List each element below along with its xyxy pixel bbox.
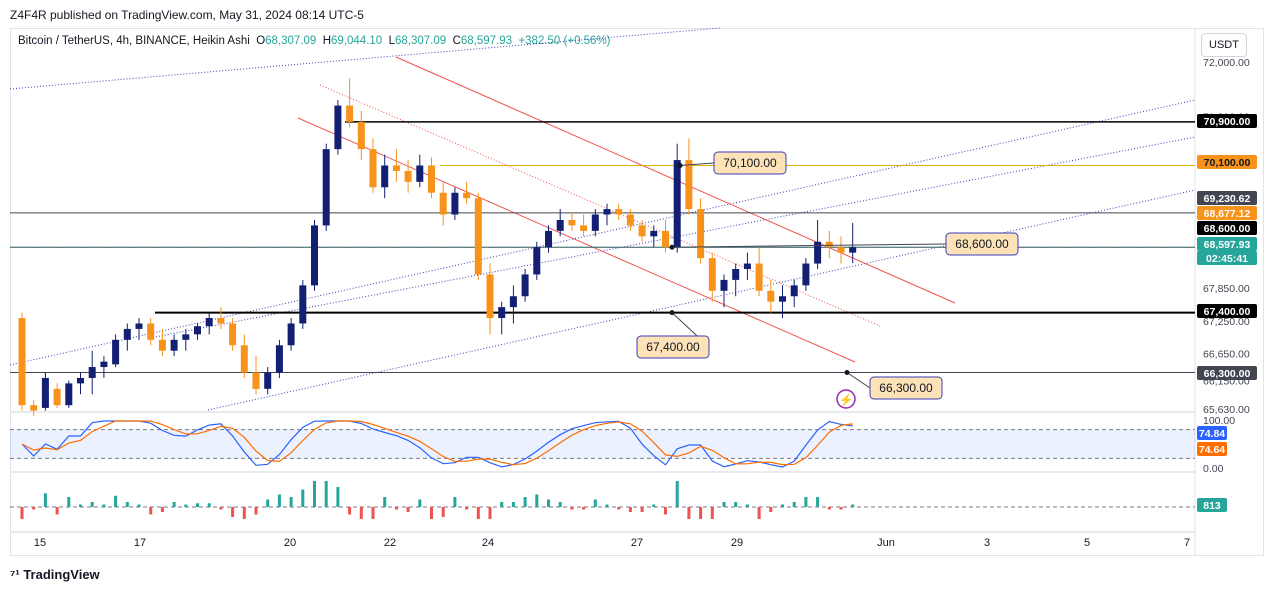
brand-text: TradingView: [23, 567, 100, 582]
tradingview-logo[interactable]: ⁷¹ TradingView: [10, 567, 100, 582]
high-label: H: [322, 35, 332, 47]
chart-frame[interactable]: [10, 28, 1264, 556]
currency-button[interactable]: USDT: [1201, 33, 1247, 57]
symbol-legend: Bitcoin / TetherUS, 4h, BINANCE, Heikin …: [18, 35, 611, 47]
symbol-label[interactable]: Bitcoin / TetherUS, 4h, BINANCE, Heikin …: [18, 35, 250, 47]
close-label: C: [452, 35, 461, 47]
change-value: +382.50 (+0.56%): [518, 35, 611, 47]
high-value: 69,044.10: [331, 35, 383, 47]
open-value: 68,307.09: [265, 35, 317, 47]
open-label: O: [256, 35, 266, 47]
low-value: 68,307.09: [395, 35, 447, 47]
publisher-line: Z4F4R published on TradingView.com, May …: [10, 8, 364, 22]
close-value: 68,597.93: [460, 35, 513, 47]
tv-icon: ⁷¹: [10, 567, 20, 582]
